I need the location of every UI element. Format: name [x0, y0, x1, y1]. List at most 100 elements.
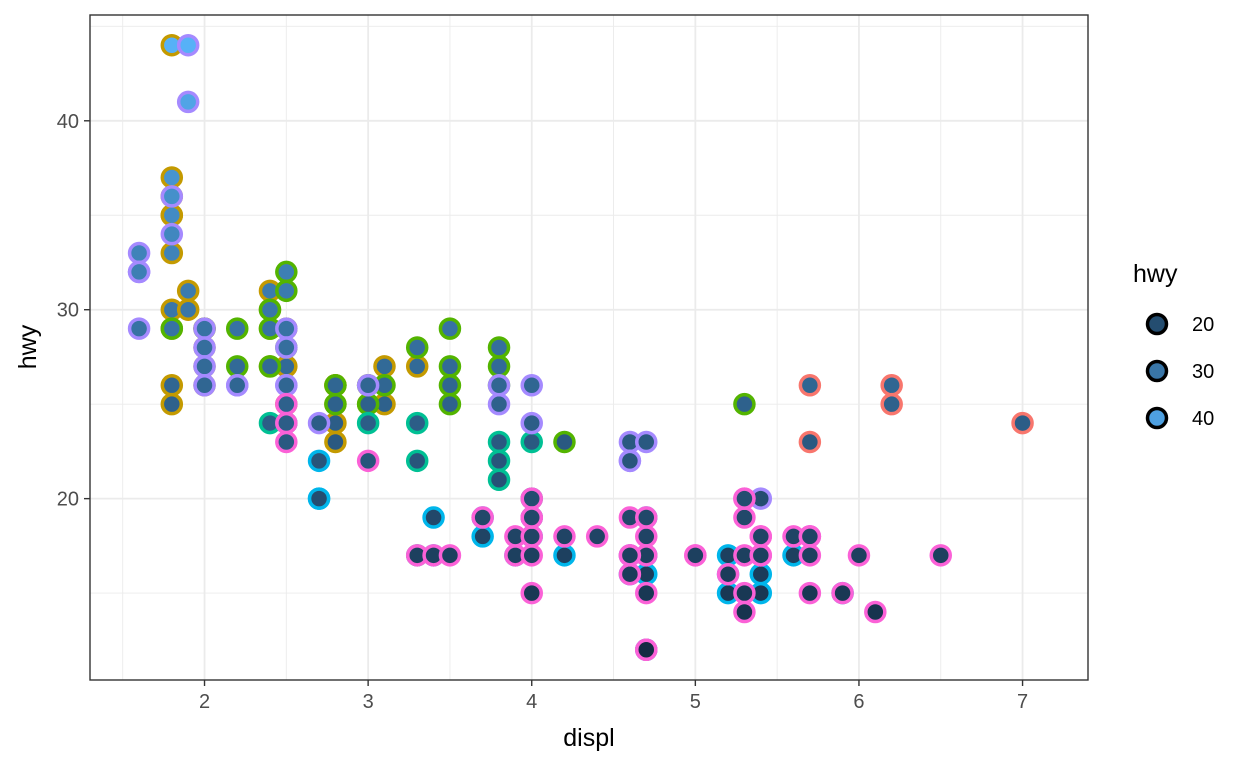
data-point: [487, 430, 511, 454]
data-point: [553, 430, 576, 454]
data-point: [225, 374, 249, 397]
data-point: [733, 392, 756, 416]
data-point: [929, 544, 953, 567]
data-point: [487, 392, 511, 416]
data-point: [438, 544, 462, 567]
data-point: [635, 525, 658, 548]
data-point: [749, 562, 773, 586]
data-point: [127, 241, 151, 265]
data-point: [356, 392, 380, 416]
data-point: [520, 581, 543, 605]
data-point: [160, 166, 184, 189]
data-point: [798, 430, 822, 454]
data-point: [487, 355, 511, 378]
data-point: [635, 430, 658, 454]
data-point: [553, 525, 576, 548]
data-point: [193, 355, 216, 378]
data-point: [176, 90, 200, 114]
data-point: [635, 581, 658, 605]
data-point: [176, 298, 200, 321]
minor-gridlines: [90, 15, 1088, 680]
data-points: [127, 33, 1034, 662]
x-axis-title: displ: [563, 724, 614, 752]
data-point: [716, 562, 740, 586]
data-point: [798, 525, 822, 548]
data-point: [864, 600, 887, 624]
data-point: [520, 525, 543, 548]
data-point: [520, 506, 543, 529]
data-point: [471, 525, 494, 548]
data-point: [520, 487, 543, 510]
x-tick-label: 7: [1017, 691, 1028, 713]
x-tick-label: 4: [526, 691, 537, 713]
data-point: [520, 411, 543, 435]
data-point: [160, 392, 184, 416]
data-point: [405, 411, 429, 435]
data-point: [160, 222, 184, 246]
data-point: [225, 355, 249, 378]
data-point: [258, 298, 282, 321]
legend-label: 30: [1192, 361, 1214, 383]
plot-panel: [90, 15, 1088, 680]
legend-key: [1145, 406, 1169, 430]
data-point: [618, 449, 642, 473]
legend-label: 40: [1192, 408, 1214, 430]
data-point: [438, 374, 462, 397]
data-point: [520, 374, 543, 397]
data-point: [275, 279, 298, 303]
data-point: [749, 544, 773, 567]
data-point: [275, 336, 298, 359]
y-tick-label: 40: [57, 111, 79, 133]
data-point: [847, 544, 871, 567]
legend-keys: 20 30 40: [1145, 312, 1214, 430]
x-tick-label: 5: [690, 691, 701, 713]
y-tick-label: 30: [57, 300, 79, 322]
data-point: [635, 638, 658, 662]
data-point: [258, 355, 282, 378]
data-point: [798, 581, 822, 605]
data-point: [635, 506, 658, 529]
legend-title: hwy: [1133, 260, 1178, 288]
data-point: [160, 317, 184, 340]
data-point: [798, 544, 822, 567]
data-point: [487, 336, 511, 359]
major-gridlines: [90, 15, 1088, 680]
x-tick-label: 2: [199, 691, 210, 713]
data-point: [324, 392, 347, 416]
data-point: [487, 449, 511, 473]
legend-key: [1145, 359, 1169, 383]
data-point: [307, 411, 331, 435]
data-point: [160, 374, 184, 397]
data-point: [160, 185, 184, 208]
data-point: [225, 317, 249, 340]
data-point: [618, 562, 642, 586]
data-point: [831, 581, 854, 605]
y-axis-ticks: 20 30 40: [57, 111, 90, 511]
legend: hwy 20 30 40: [1133, 260, 1214, 430]
data-point: [324, 430, 347, 454]
data-point: [438, 317, 462, 340]
data-point: [193, 317, 216, 340]
data-point: [585, 525, 609, 548]
data-point: [438, 392, 462, 416]
data-point: [733, 600, 756, 624]
data-point: [487, 468, 511, 491]
data-point: [160, 204, 184, 227]
data-point: [275, 317, 298, 340]
data-point: [798, 374, 822, 397]
data-point: [405, 355, 429, 378]
data-point: [324, 374, 347, 397]
data-point: [176, 279, 200, 303]
data-point: [176, 33, 200, 57]
data-point: [356, 449, 380, 473]
data-point: [356, 411, 380, 435]
data-point: [307, 449, 331, 473]
data-point: [733, 487, 756, 510]
data-point: [880, 374, 903, 397]
x-tick-label: 6: [853, 691, 864, 713]
data-point: [1011, 411, 1034, 435]
x-axis-ticks: 2 3 4 5 6 7: [199, 680, 1028, 713]
data-point: [275, 411, 298, 435]
data-point: [422, 506, 445, 529]
